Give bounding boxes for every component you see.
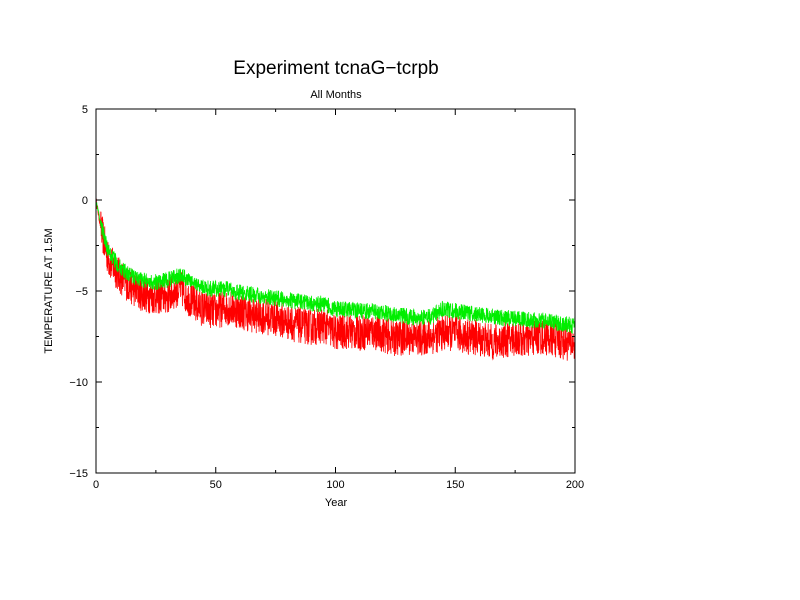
axis-ticks	[95, 108, 576, 474]
x-tick-label: 150	[446, 479, 464, 491]
y-tick-label: 5	[82, 104, 88, 116]
x-tick-label: 0	[93, 479, 99, 491]
x-tick-label: 200	[566, 479, 584, 491]
y-tick-label: −10	[69, 377, 88, 389]
x-axis-label: Year	[325, 497, 348, 509]
chart-title: Experiment tcnaG−tcrpb	[233, 58, 438, 79]
series-line-1	[95, 197, 576, 361]
y-tick-label: 0	[82, 195, 88, 207]
x-tick-label: 100	[326, 479, 344, 491]
y-tick-label: −15	[69, 468, 88, 480]
chart-subtitle: All Months	[310, 89, 362, 101]
y-axis-label: TEMPERATURE AT 1.5M	[43, 228, 55, 353]
plot-series	[95, 197, 576, 361]
y-tick-label: −5	[75, 286, 88, 298]
x-tick-label: 50	[210, 479, 222, 491]
series-line-2	[95, 201, 576, 335]
